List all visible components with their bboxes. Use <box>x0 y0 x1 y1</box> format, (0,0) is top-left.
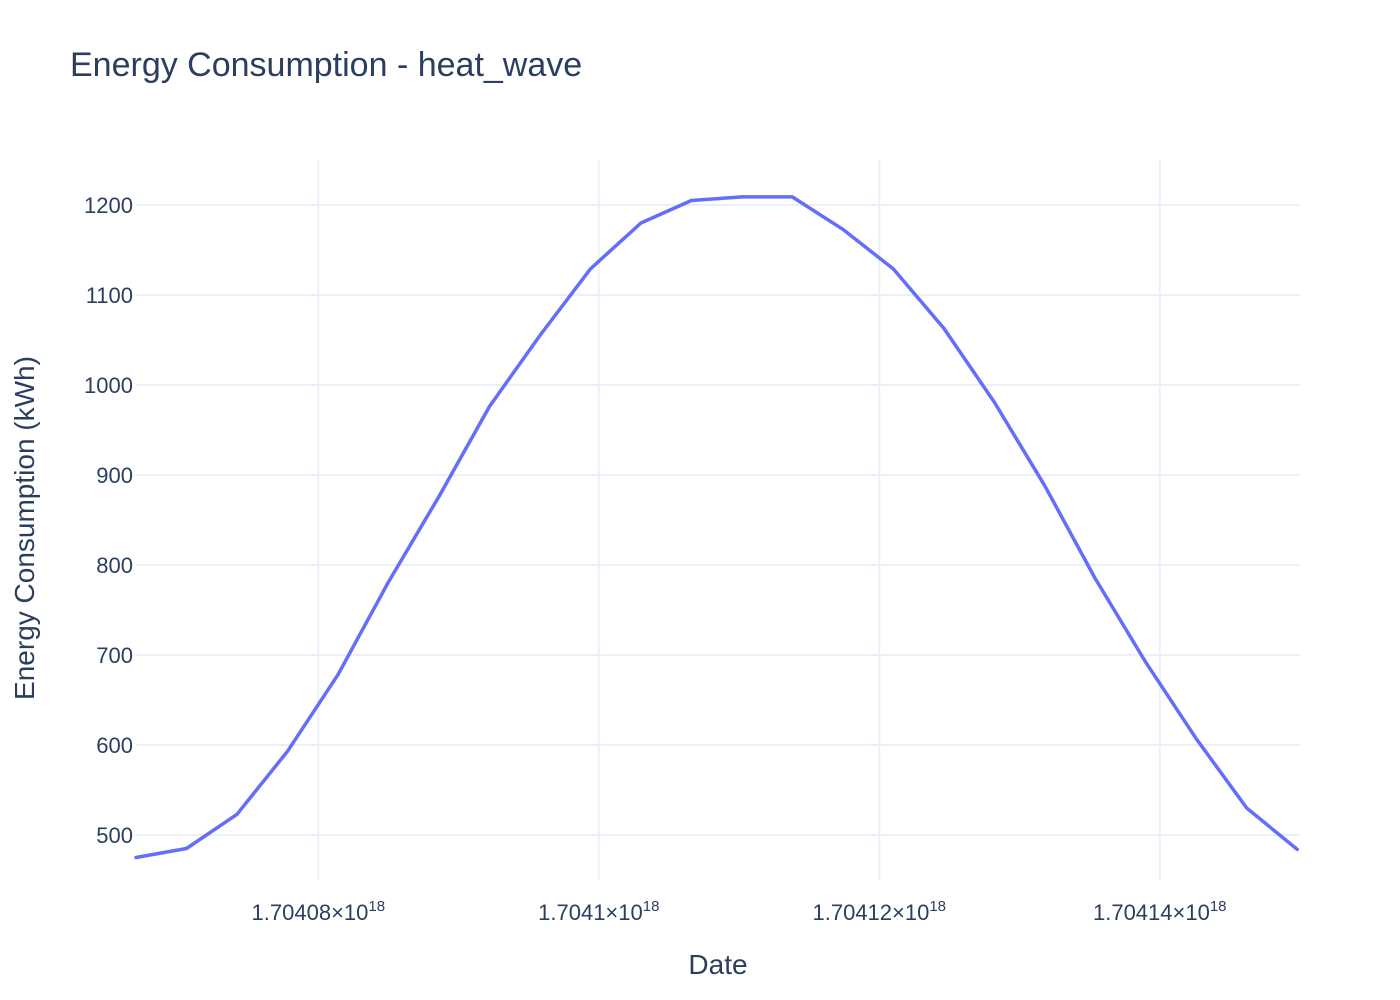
chart-title: Energy Consumption - heat_wave <box>70 46 583 84</box>
y-tick-label: 1200 <box>84 193 133 218</box>
y-axis-title: Energy Consumption (kWh) <box>9 356 40 700</box>
x-axis-ticks: 1.70408×1018 1.7041×1018 1.70412×1018 1.704… <box>252 898 1227 925</box>
y-tick-label: 1000 <box>84 373 133 398</box>
x-axis-title: Date <box>688 949 747 980</box>
x-tick-label: 1.70414×1018 <box>1093 898 1227 925</box>
y-tick-label: 900 <box>96 463 133 488</box>
y-tick-label: 600 <box>96 733 133 758</box>
y-axis-ticks: 500 600 700 800 900 1000 1100 1200 <box>84 193 133 848</box>
grid-lines <box>136 160 1300 880</box>
x-tick-label: 1.70412×1018 <box>813 898 947 925</box>
x-tick-label: 1.70408×1018 <box>252 898 386 925</box>
y-tick-label: 700 <box>96 643 133 668</box>
y-tick-label: 500 <box>96 823 133 848</box>
series-layer <box>134 195 1299 860</box>
y-tick-label: 800 <box>96 553 133 578</box>
y-tick-label: 1100 <box>86 283 133 308</box>
series-line <box>134 195 1299 860</box>
x-tick-label: 1.7041×1018 <box>538 898 659 925</box>
